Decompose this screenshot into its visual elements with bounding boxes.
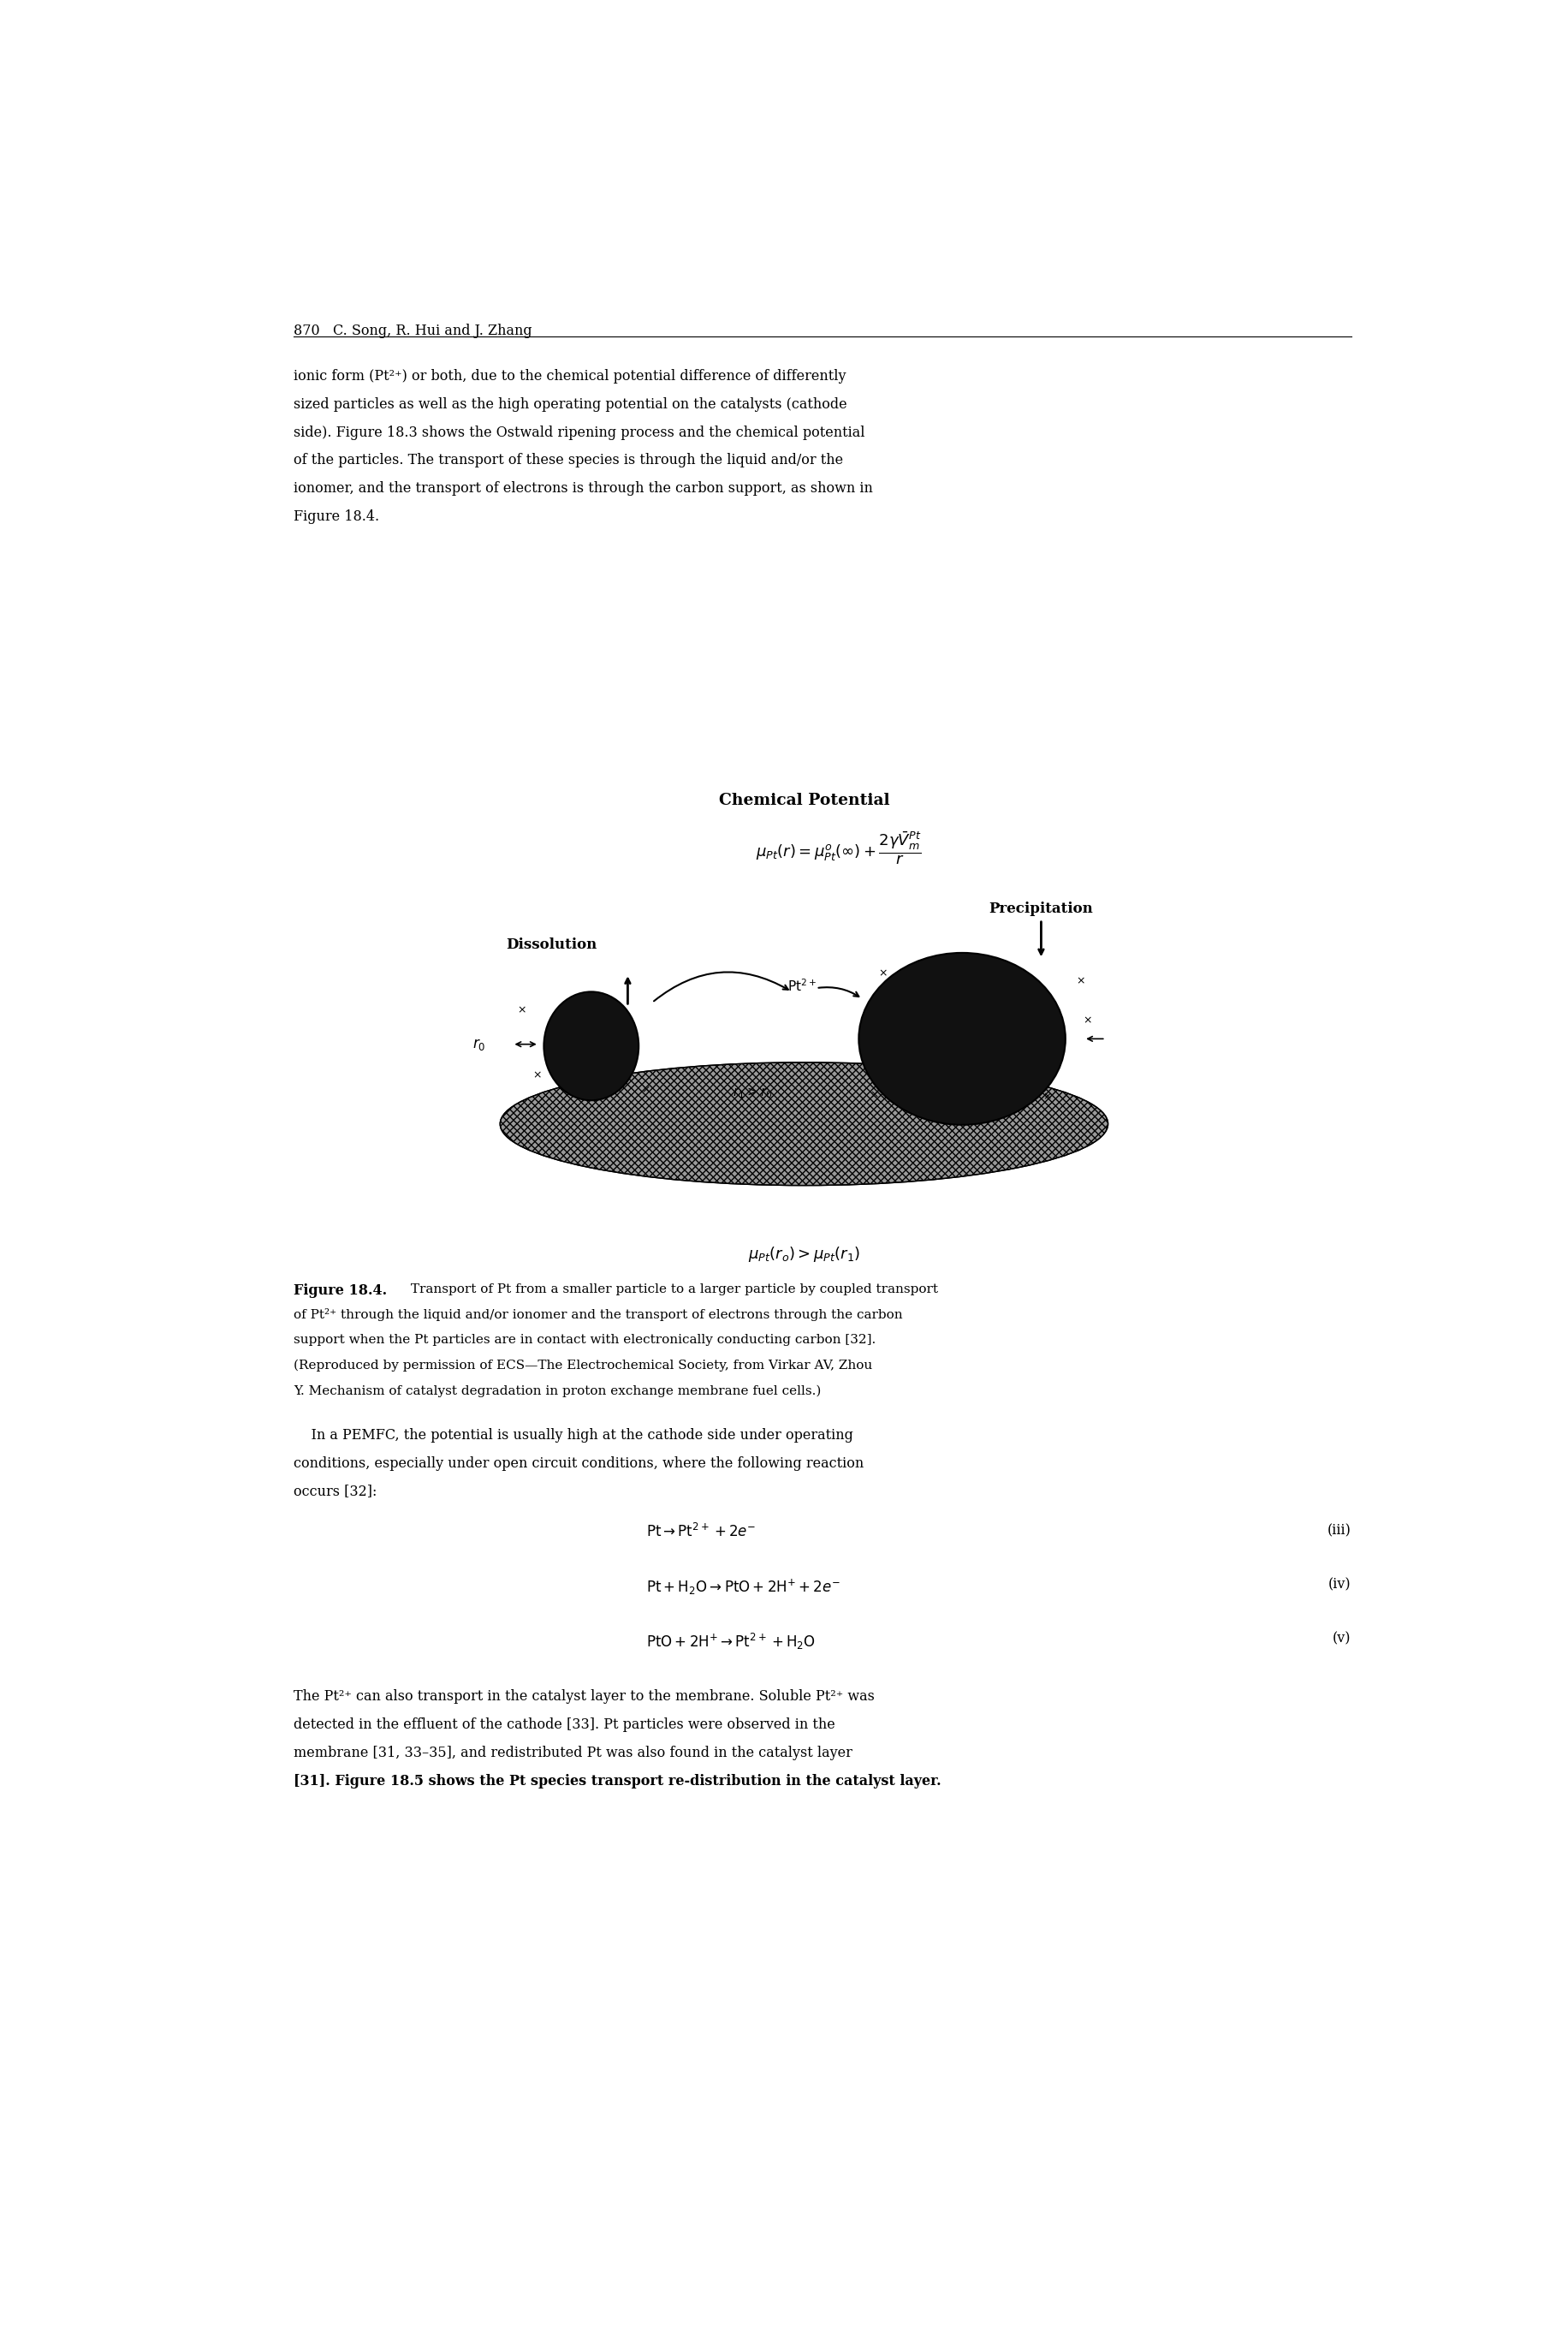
Text: Y. Mechanism of catalyst degradation in proton exchange membrane fuel cells.): Y. Mechanism of catalyst degradation in … bbox=[293, 1385, 820, 1396]
Text: detected in the effluent of the cathode [33]. Pt particles were observed in the: detected in the effluent of the cathode … bbox=[293, 1719, 834, 1733]
Text: of the particles. The transport of these species is through the liquid and/or th: of the particles. The transport of these… bbox=[293, 454, 842, 468]
Ellipse shape bbox=[500, 1063, 1107, 1185]
Text: [31]. Figure 18.5 shows the Pt species transport re-distribution in the catalyst: [31]. Figure 18.5 shows the Pt species t… bbox=[293, 1773, 941, 1789]
Text: $\times$: $\times$ bbox=[641, 1084, 651, 1096]
Text: conditions, especially under open circuit conditions, where the following reacti: conditions, especially under open circui… bbox=[293, 1455, 862, 1472]
Text: occurs [32]:: occurs [32]: bbox=[293, 1483, 376, 1498]
Text: (Reproduced by permission of ECS—The Electrochemical Society, from Virkar AV, Zh: (Reproduced by permission of ECS—The Ele… bbox=[293, 1359, 872, 1371]
Text: $\mathrm{PtO} + 2\mathrm{H}^{+} \rightarrow \mathrm{Pt}^{2+} + \mathrm{H_2O}$: $\mathrm{PtO} + 2\mathrm{H}^{+} \rightar… bbox=[646, 1632, 815, 1650]
Text: Figure 18.4.: Figure 18.4. bbox=[293, 510, 379, 524]
Text: $\times$: $\times$ bbox=[878, 969, 887, 980]
Text: The Pt²⁺ can also transport in the catalyst layer to the membrane. Soluble Pt²⁺ : The Pt²⁺ can also transport in the catal… bbox=[293, 1690, 873, 1704]
Text: $r_1 > r_0$: $r_1 > r_0$ bbox=[732, 1086, 773, 1100]
Text: 870   C. Song, R. Hui and J. Zhang: 870 C. Song, R. Hui and J. Zhang bbox=[293, 324, 532, 339]
Text: In a PEMFC, the potential is usually high at the cathode side under operating: In a PEMFC, the potential is usually hig… bbox=[293, 1427, 853, 1444]
Text: $\times$: $\times$ bbox=[517, 1004, 527, 1016]
Text: (iii): (iii) bbox=[1327, 1523, 1350, 1538]
Text: sized particles as well as the high operating potential on the catalysts (cathod: sized particles as well as the high oper… bbox=[293, 397, 847, 411]
Text: $\mathrm{Pt}^{2+}$: $\mathrm{Pt}^{2+}$ bbox=[787, 978, 815, 994]
Text: $\times$: $\times$ bbox=[1074, 976, 1083, 987]
Text: $r_0$: $r_0$ bbox=[472, 1037, 485, 1051]
Ellipse shape bbox=[858, 952, 1065, 1124]
Text: support when the Pt particles are in contact with electronically conducting carb: support when the Pt particles are in con… bbox=[293, 1333, 875, 1345]
Text: $\times$: $\times$ bbox=[532, 1070, 541, 1081]
Text: $\times$: $\times$ bbox=[1043, 1091, 1051, 1103]
Text: side). Figure 18.3 shows the Ostwald ripening process and the chemical potential: side). Figure 18.3 shows the Ostwald rip… bbox=[293, 426, 864, 440]
Text: $\mathrm{Pt} \rightarrow \mathrm{Pt}^{2+} + 2e^{-}$: $\mathrm{Pt} \rightarrow \mathrm{Pt}^{2+… bbox=[646, 1523, 756, 1540]
Text: Chemical Potential: Chemical Potential bbox=[718, 792, 889, 809]
Text: (iv): (iv) bbox=[1328, 1578, 1350, 1592]
Text: Precipitation: Precipitation bbox=[988, 900, 1093, 917]
Text: membrane [31, 33–35], and redistributed Pt was also found in the catalyst layer: membrane [31, 33–35], and redistributed … bbox=[293, 1747, 851, 1761]
Text: $\times$: $\times$ bbox=[1082, 1016, 1091, 1027]
Text: of Pt²⁺ through the liquid and/or ionomer and the transport of electrons through: of Pt²⁺ through the liquid and/or ionome… bbox=[293, 1310, 902, 1321]
Text: $\mathrm{Pt} + \mathrm{H_2O} \rightarrow \mathrm{PtO} + 2\mathrm{H}^{+} + 2e^{-}: $\mathrm{Pt} + \mathrm{H_2O} \rightarrow… bbox=[646, 1578, 840, 1596]
Ellipse shape bbox=[544, 992, 638, 1100]
Text: $\times$: $\times$ bbox=[870, 1089, 878, 1100]
Text: ionic form (Pt²⁺) or both, due to the chemical potential difference of different: ionic form (Pt²⁺) or both, due to the ch… bbox=[293, 369, 845, 383]
Text: Transport of Pt from a smaller particle to a larger particle by coupled transpor: Transport of Pt from a smaller particle … bbox=[406, 1284, 938, 1295]
Text: Dissolution: Dissolution bbox=[506, 938, 597, 952]
Text: Figure 18.4.: Figure 18.4. bbox=[293, 1284, 387, 1298]
Text: ionomer, and the transport of electrons is through the carbon support, as shown : ionomer, and the transport of electrons … bbox=[293, 482, 872, 496]
Text: $\mu_{Pt}(r) = \mu^{o}_{Pt}(\infty) + \dfrac{2\gamma\bar{V}^{Pt}_{m}}{r}$: $\mu_{Pt}(r) = \mu^{o}_{Pt}(\infty) + \d… bbox=[756, 830, 920, 868]
Text: $\mu_{Pt}(r_o) > \mu_{Pt}(r_1)$: $\mu_{Pt}(r_o) > \mu_{Pt}(r_1)$ bbox=[748, 1246, 859, 1265]
Text: (v): (v) bbox=[1333, 1632, 1350, 1646]
